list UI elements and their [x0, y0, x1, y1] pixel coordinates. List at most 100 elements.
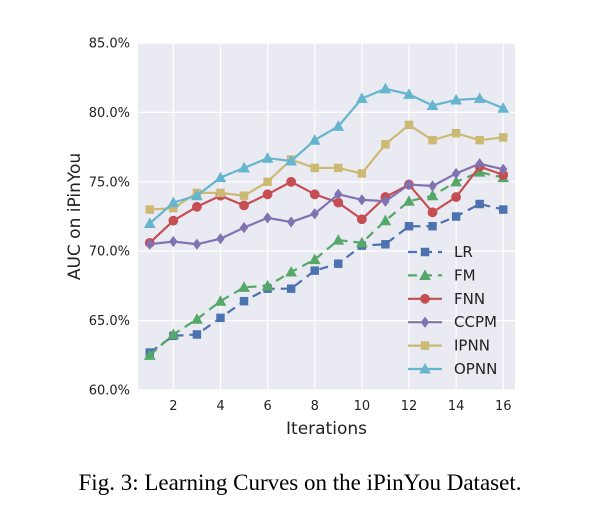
legend-label: LR [454, 243, 473, 261]
data-point-lr [428, 221, 437, 231]
data-point-opnn [238, 161, 250, 173]
data-point-opnn [355, 92, 368, 104]
data-point-lr [334, 259, 343, 268]
data-point-ipnn [451, 128, 461, 138]
data-point-opnn [426, 99, 439, 110]
legend-marker [420, 316, 430, 328]
series-line-fnn [149, 165, 504, 244]
learning-curves-chart: 2 4 6 8 10 12 14 16 60.0% 65.0% 70.0% 75.0% 80.0% 85.… [65, 37, 515, 439]
data-point-ccpm [499, 163, 508, 175]
data-point-ccpm [145, 238, 154, 250]
tick-labels: 2 4 6 8 10 12 14 16 60.0% 65.0% 70.0% 75.0% 80.0% 85.… [89, 37, 512, 415]
y-tick-label: 70.0% [89, 245, 130, 260]
data-point-fnn [309, 189, 320, 200]
data-point-opnn [285, 154, 298, 166]
x-tick-label: 4 [216, 399, 224, 414]
data-point-fm [191, 313, 203, 324]
data-point-ccpm [239, 221, 249, 234]
legend-label: IPNN [454, 337, 490, 355]
data-point-fnn [286, 176, 297, 187]
data-point-ipnn [334, 163, 343, 173]
data-point-ccpm [404, 178, 414, 191]
series-layer [143, 82, 510, 360]
y-tick-label: 60.0% [89, 384, 130, 399]
data-point-fnn [168, 215, 179, 226]
data-point-fnn [239, 200, 249, 211]
y-tick-label: 80.0% [89, 106, 130, 121]
data-point-fm [379, 214, 392, 226]
x-tick-label: 14 [448, 399, 465, 414]
data-point-fm [308, 253, 321, 265]
data-point-ipnn [428, 135, 437, 145]
data-point-lr [310, 266, 319, 275]
data-point-opnn [497, 102, 510, 113]
legend-marker [420, 341, 430, 350]
series-ccpm [145, 158, 508, 250]
data-point-fm [261, 279, 274, 291]
x-tick-label: 2 [169, 399, 177, 414]
data-point-opnn [332, 120, 345, 131]
legend-label: FM [454, 266, 476, 284]
data-point-fnn [356, 214, 367, 225]
data-point-ccpm [169, 235, 178, 248]
legend-entry-fm: FM [408, 266, 476, 284]
data-point-fnn [451, 192, 461, 202]
data-point-ipnn [239, 191, 249, 200]
data-point-ipnn [310, 163, 319, 173]
data-point-fnn [192, 201, 202, 212]
data-point-ipnn [263, 177, 272, 187]
y-tick-label: 85.0% [89, 37, 130, 52]
data-point-lr [286, 284, 296, 293]
legend-entry-fnn: FNN [408, 290, 485, 308]
legend-label: FNN [454, 290, 485, 308]
data-point-fm [143, 349, 156, 360]
data-point-fm [285, 266, 298, 277]
data-point-ccpm [334, 188, 343, 200]
data-point-fm [214, 295, 227, 306]
data-point-opnn [214, 171, 227, 183]
data-point-ccpm [357, 194, 367, 206]
data-point-ccpm [451, 167, 461, 180]
data-point-lr [475, 199, 484, 209]
data-point-ipnn [404, 120, 414, 130]
x-axis-label: Iterations [286, 419, 367, 439]
legend-marker [420, 293, 430, 304]
series-line-ipnn [149, 123, 504, 211]
data-point-ipnn [357, 169, 367, 178]
x-tick-label: 8 [311, 399, 319, 414]
series-opnn [143, 82, 510, 228]
data-point-ccpm [263, 212, 272, 224]
data-point-opnn [308, 134, 321, 145]
data-point-lr [192, 330, 202, 339]
legend: LR FM FNN CCPM IPNN OPNN [408, 243, 497, 378]
data-point-lr [498, 205, 508, 214]
data-point-ipnn [475, 135, 484, 145]
legend-marker [420, 247, 430, 257]
data-point-ccpm [216, 233, 225, 245]
data-point-opnn [473, 92, 486, 104]
data-point-fm [332, 234, 345, 245]
data-point-ipnn [498, 133, 508, 142]
figure-caption: Fig. 3: Learning Curves on the iPinYou D… [78, 470, 522, 495]
x-tick-label: 10 [354, 399, 371, 414]
data-point-fnn [427, 207, 438, 218]
data-point-fm [403, 195, 415, 206]
data-point-ccpm [381, 195, 390, 207]
legend-entry-ccpm: CCPM [408, 313, 497, 331]
data-point-ipnn [145, 205, 155, 214]
data-point-fm [167, 328, 180, 340]
data-point-fm [238, 281, 250, 292]
data-point-fm [450, 175, 462, 187]
data-point-lr [381, 240, 390, 249]
data-point-opnn [403, 88, 415, 99]
data-point-ipnn [216, 188, 225, 198]
series-line-opnn [149, 87, 504, 225]
y-axis-label: AUC on iPinYou [65, 153, 85, 280]
data-point-opnn [191, 189, 203, 201]
data-point-ccpm [192, 238, 202, 250]
data-point-lr [216, 313, 225, 323]
data-point-fm [426, 189, 439, 201]
x-tick-label: 6 [263, 399, 271, 414]
series-line-lr [149, 202, 504, 354]
series-line-ccpm [149, 162, 504, 246]
